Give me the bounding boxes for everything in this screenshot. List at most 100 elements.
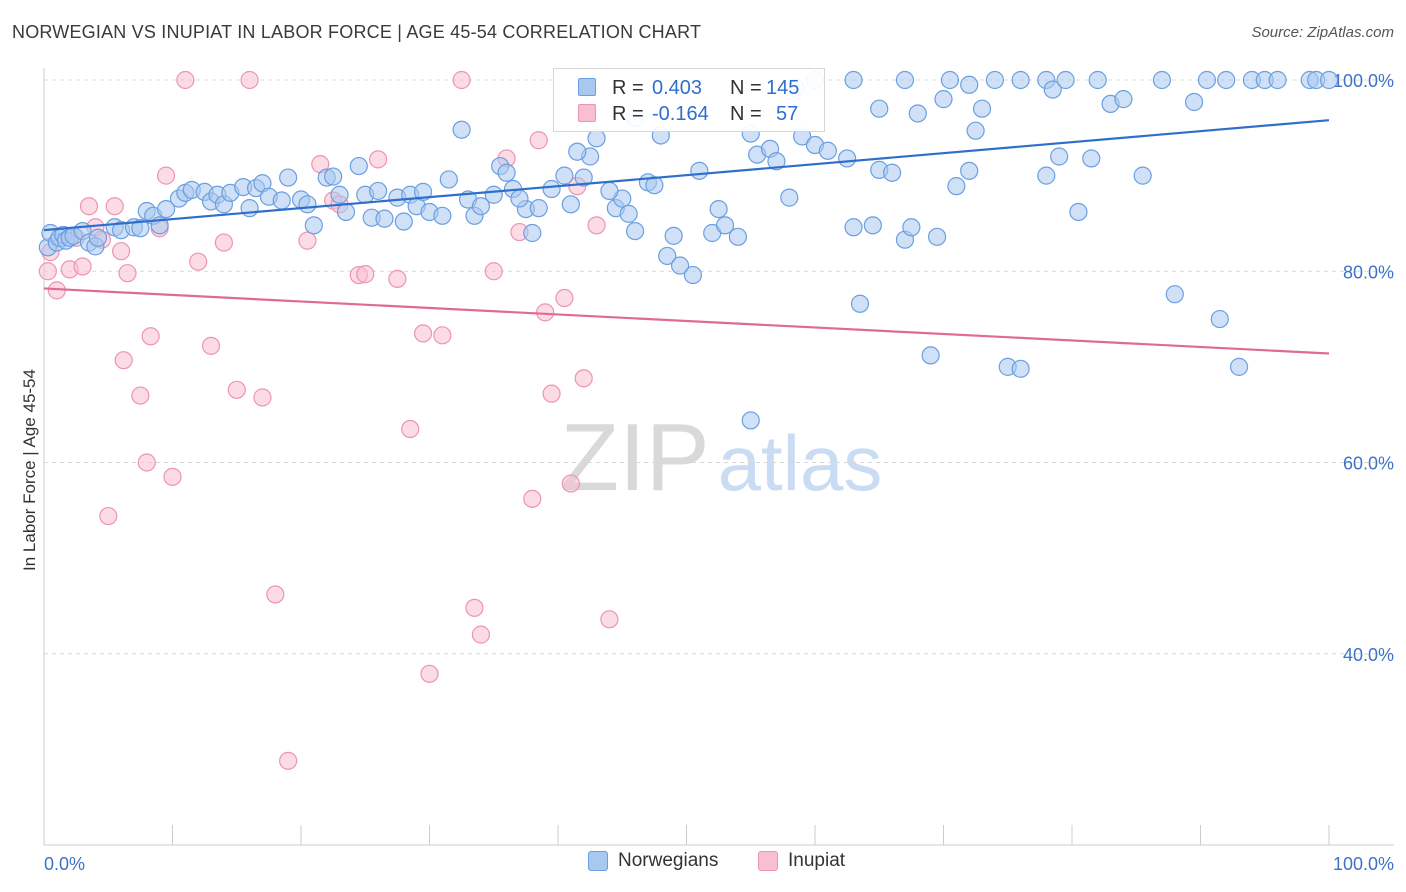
norwegians-point — [1229, 357, 1249, 376]
norwegians-point — [947, 177, 966, 196]
norwegians-point — [88, 228, 108, 247]
grid — [44, 79, 1394, 655]
norwegians-point — [394, 212, 413, 231]
norwegians-point — [619, 204, 638, 223]
inupiat-point — [105, 197, 124, 216]
inupiat-point — [536, 303, 555, 322]
inupiat-points — [38, 70, 619, 770]
inupiat-point — [561, 474, 580, 493]
norwegians-point — [587, 129, 606, 148]
norwegians-point — [1069, 202, 1088, 222]
inupiat-point — [79, 197, 99, 216]
inupiat-point — [176, 70, 195, 90]
norwegians-point — [670, 256, 690, 275]
inupiat-point — [114, 351, 133, 370]
norwegians-point — [439, 170, 458, 189]
norwegians-point — [272, 191, 291, 210]
inupiat-point — [555, 288, 574, 308]
inupiat-point — [266, 585, 285, 604]
inupiat-point — [471, 625, 490, 644]
inupiat-point — [137, 453, 156, 472]
inupiat-point — [141, 327, 160, 346]
inupiat-point — [369, 150, 388, 169]
norwegians-point — [645, 176, 664, 195]
y-tick-label: 100.0% — [1333, 71, 1394, 91]
norwegians-point — [349, 156, 368, 176]
norwegians-point — [1217, 70, 1236, 90]
norwegians-point — [497, 163, 516, 182]
legend-n-label: N = — [730, 77, 762, 99]
chart-title: NORWEGIAN VS INUPIAT IN LABOR FORCE | AG… — [12, 22, 702, 42]
norwegians-point — [523, 223, 542, 243]
norwegians-point — [972, 99, 992, 118]
inupiat-point — [465, 598, 484, 617]
norwegians-point — [1011, 359, 1030, 378]
norwegians-point — [452, 120, 471, 139]
x-tick-label: 0.0% — [44, 854, 85, 874]
legend-box: R = 0.403 N = 145 R = -0.164 N = 57 — [553, 68, 825, 132]
norwegians-point — [934, 90, 953, 109]
norwegians-point — [1152, 70, 1172, 90]
norwegians-point — [1210, 309, 1229, 329]
inupiat-point — [298, 231, 317, 250]
inupiat-point — [420, 664, 439, 683]
legend-n-label: N = — [730, 103, 762, 125]
inupiat-point — [413, 324, 433, 343]
norwegians-point — [985, 70, 1005, 90]
inupiat-point — [227, 380, 246, 399]
norwegians-point — [600, 181, 619, 201]
tick-labels: 100.0% 80.0% 60.0% 40.0% 0.0% 100.0% — [44, 71, 1394, 874]
norwegians-point — [850, 294, 870, 313]
legend-n-value: 57 — [776, 103, 799, 125]
norwegians-point — [664, 226, 683, 245]
inupiat-point — [156, 166, 176, 185]
norwegians-point — [304, 216, 323, 235]
norwegians-point — [895, 70, 915, 90]
norwegians-trend-line — [43, 119, 1330, 232]
inupiat-point — [163, 467, 182, 486]
inupiat-point — [542, 384, 561, 403]
norwegians-point — [1082, 149, 1101, 168]
bottom-legend-inupiat: Inupiat — [758, 850, 845, 872]
legend-r-label: R = — [612, 103, 644, 125]
y-tick-label: 60.0% — [1343, 454, 1394, 474]
inupiat-point — [529, 131, 548, 150]
norwegians-point — [921, 346, 940, 365]
norwegians-point — [940, 70, 960, 90]
norwegians-point — [471, 197, 490, 216]
norwegians-point — [561, 195, 580, 214]
watermark: ZIP atlas — [560, 404, 882, 511]
norwegians-point — [728, 227, 748, 246]
norwegians-point — [1184, 92, 1204, 112]
trend-lines — [43, 119, 1330, 355]
bottom-legend: Norwegians Inupiat — [0, 850, 1406, 880]
norwegians-point — [484, 185, 503, 204]
inupiat-point — [279, 751, 298, 770]
norwegians-point — [715, 216, 735, 235]
legend-swatch-norwegians — [578, 78, 596, 96]
inupiat-point — [201, 336, 221, 355]
inupiat-point — [73, 257, 92, 276]
norwegians-point — [683, 265, 703, 285]
norwegians-point — [510, 189, 529, 208]
legend-r-value: 0.403 — [652, 77, 703, 99]
norwegians-point — [1088, 70, 1107, 90]
norwegians-point — [690, 161, 709, 180]
bottom-legend-swatch-norwegians — [588, 851, 608, 871]
inupiat-point — [587, 216, 606, 235]
inupiat-point — [356, 265, 375, 284]
norwegians-point — [709, 199, 728, 219]
legend-swatch-inupiat — [578, 104, 596, 122]
norwegians-point — [542, 179, 561, 199]
norwegians-point — [960, 75, 979, 94]
norwegians-point — [375, 209, 394, 228]
norwegians-point — [863, 216, 882, 235]
norwegians-point — [966, 121, 985, 140]
norwegians-point — [1268, 70, 1287, 90]
inupiat-point — [118, 264, 137, 283]
norwegians-point — [902, 218, 921, 237]
norwegians-point — [156, 199, 176, 219]
norwegians-point — [1056, 70, 1075, 90]
norwegians-points — [38, 70, 1339, 430]
